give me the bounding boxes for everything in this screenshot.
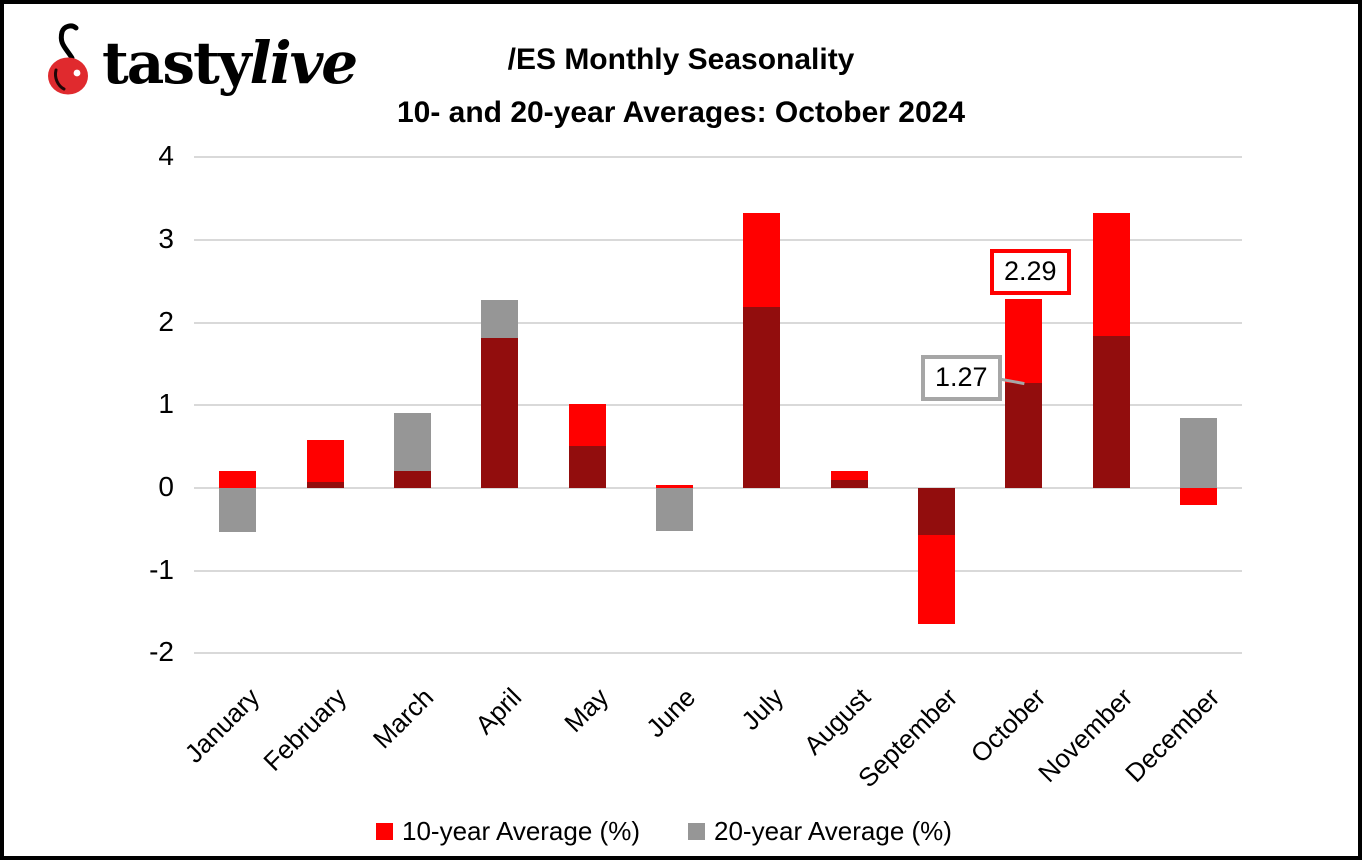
plot-area: 4 3 2 1 0 -1 -2 January February March April May Jun… bbox=[4, 4, 1358, 856]
bar-overlap-october bbox=[1005, 382, 1043, 488]
bar-overlap-may bbox=[568, 445, 606, 488]
gridline-y2 bbox=[194, 321, 1242, 324]
bar-overlap-september bbox=[917, 488, 955, 536]
bar-10yr-february bbox=[306, 440, 344, 488]
annotation-october-20yr: 1.27 bbox=[921, 355, 1002, 402]
legend-label-10yr: 10-year Average (%) bbox=[402, 816, 640, 846]
brand-live: live bbox=[249, 29, 359, 97]
gridline-y-2 bbox=[194, 652, 1242, 655]
brand-text: tastylive bbox=[102, 34, 358, 92]
annotation-october-20yr-value: 1.27 bbox=[935, 362, 988, 392]
x-axis-month-label: May bbox=[558, 682, 615, 738]
chart-title: /ES Monthly Seasonality bbox=[507, 43, 855, 76]
bar-20yr-june bbox=[655, 488, 693, 531]
bar-20yr-january bbox=[219, 488, 257, 532]
bar-overlap-july bbox=[743, 306, 781, 488]
brand-tasty: tasty bbox=[102, 29, 252, 97]
bar-10yr-june bbox=[655, 484, 693, 488]
bar-overlap-november bbox=[1092, 335, 1130, 488]
x-axis-month-label: April bbox=[468, 682, 527, 740]
x-axis-month-label: December bbox=[1119, 682, 1226, 789]
bar-overlap-april bbox=[481, 338, 519, 488]
bar-10yr-december bbox=[1179, 488, 1217, 506]
x-axis-month-label: July bbox=[734, 682, 789, 736]
x-axis-month-label: February bbox=[257, 682, 353, 777]
x-axis-month-label: June bbox=[640, 682, 702, 744]
bar-20yr-december bbox=[1179, 417, 1217, 488]
legend-label-20yr: 20-year Average (%) bbox=[713, 816, 952, 846]
bar-overlap-march bbox=[393, 471, 431, 488]
tastylive-logo: tastylive bbox=[26, 18, 358, 118]
gridline-y0 bbox=[194, 487, 1242, 489]
y-axis-tick-label: 2 bbox=[158, 305, 174, 337]
bar-10yr-january bbox=[219, 471, 257, 488]
cherry-icon bbox=[48, 23, 88, 95]
y-axis-tick-label: 4 bbox=[158, 140, 174, 172]
chart-subtitle: 10- and 20-year Averages: October 2024 bbox=[396, 95, 966, 129]
gridline-y1 bbox=[194, 404, 1242, 407]
bar-overlap-february bbox=[306, 482, 344, 488]
y-axis-tick-label: -2 bbox=[149, 636, 174, 668]
legend-item-20yr: 20-year Average (%) bbox=[687, 816, 952, 847]
gridline-y-1 bbox=[194, 569, 1242, 572]
legend-item-10yr: 10-year Average (%) bbox=[376, 816, 640, 847]
x-axis-month-label: March bbox=[367, 682, 440, 755]
x-axis-month-label: October bbox=[964, 682, 1051, 769]
annotation-october-10yr: 2.29 bbox=[990, 249, 1071, 296]
gridline-y3 bbox=[194, 238, 1242, 241]
bar-overlap-august bbox=[830, 479, 868, 488]
gridline-y4 bbox=[194, 156, 1242, 159]
chart-title-block: /ES Monthly Seasonality 10- and 20-year … bbox=[4, 34, 1358, 139]
x-axis-month-label: August bbox=[797, 682, 877, 761]
legend: 10-year Average (%) 20-year Average (%) bbox=[376, 816, 952, 847]
y-axis-tick-label: 1 bbox=[158, 388, 174, 420]
y-axis-tick-label: -1 bbox=[149, 553, 174, 585]
legend-swatch-20yr-icon bbox=[687, 823, 705, 840]
y-axis-tick-label: 0 bbox=[158, 471, 174, 502]
x-axis-month-label: November bbox=[1032, 682, 1139, 789]
annotation-october-10yr-value: 2.29 bbox=[1004, 256, 1057, 286]
x-axis-month-label: January bbox=[178, 682, 265, 769]
legend-swatch-10yr-icon bbox=[376, 823, 393, 840]
y-axis-tick-label: 3 bbox=[158, 222, 174, 254]
